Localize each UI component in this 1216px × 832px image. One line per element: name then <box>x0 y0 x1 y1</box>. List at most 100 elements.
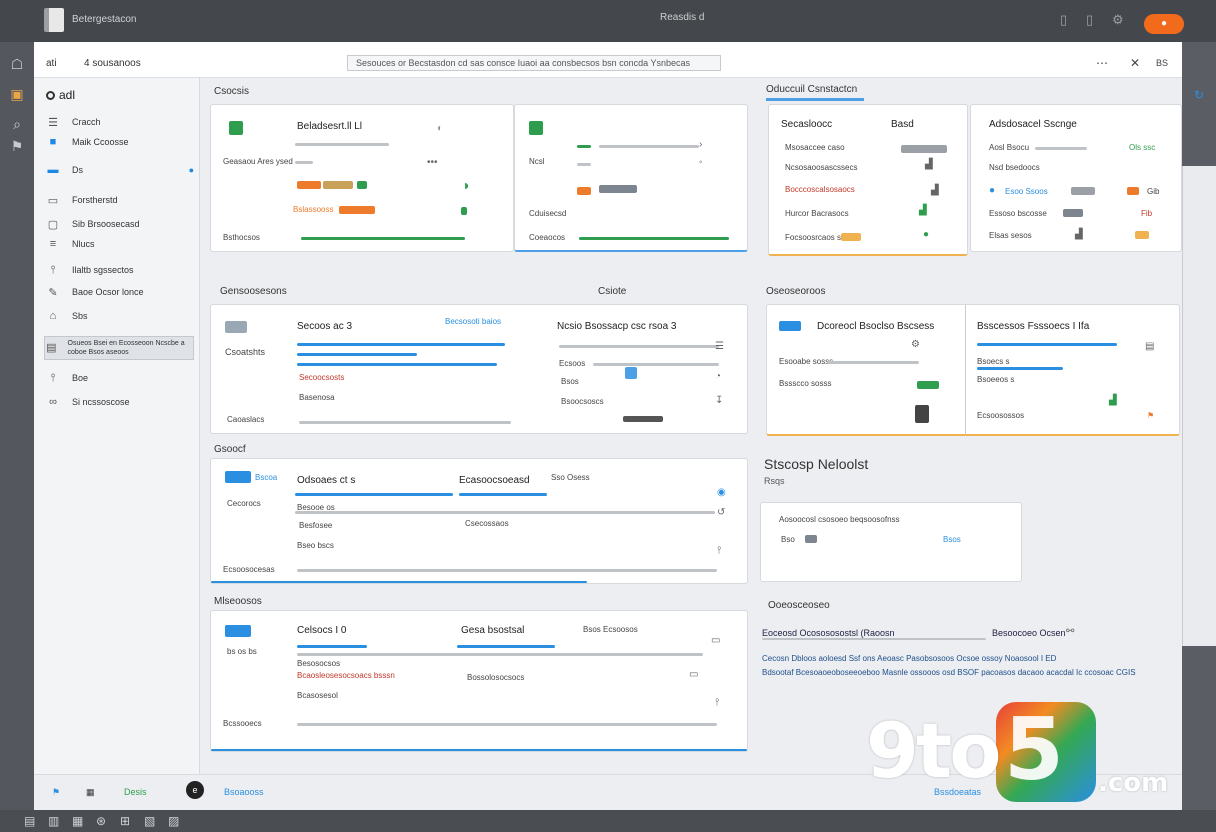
taskbar-icon[interactable]: ▨ <box>168 814 180 828</box>
eye-icon[interactable]: ◉ <box>717 487 726 498</box>
os-titlebar: Betergestacon Reasdis d ▯ ▯ ⚙ ● <box>0 0 1216 42</box>
settings-icon[interactable]: ⚙ <box>1112 12 1124 27</box>
action-button[interactable]: ● <box>1144 14 1184 34</box>
refresh-icon[interactable]: ↺ <box>717 507 726 518</box>
avatar[interactable]: e <box>186 781 204 799</box>
summary-card[interactable]: › Ncsl ◦ Cduisecsd Coeaocos <box>514 104 748 252</box>
card-footer: Bsthocsos <box>223 233 260 242</box>
detail-card[interactable]: Csoatshts Secoos ac 3 Becsosoti baios Se… <box>210 304 748 434</box>
summary-card[interactable]: Beladsesrt.ll Ll ◐ Geasaou Ares ysed •••… <box>210 104 514 252</box>
progress-bar <box>297 723 717 726</box>
footer-item[interactable]: Bsoaooss <box>224 787 264 797</box>
activity-card[interactable]: bs os bs Celsocs I 0 Gesa bsostsal Bsos … <box>210 610 748 752</box>
status-icon <box>529 121 543 135</box>
progress-bar <box>459 493 547 496</box>
sidebar-item[interactable]: ▬ Ds ● <box>44 160 195 180</box>
settings-icon[interactable]: ⚙ <box>911 339 920 350</box>
list-icon[interactable]: ☰ <box>715 341 724 352</box>
taskbar-icon[interactable]: ▦ <box>72 814 84 828</box>
footer-item[interactable]: Desis <box>124 787 147 797</box>
taskbar-icon[interactable]: ▤ <box>24 814 36 828</box>
logo-domain: .com <box>1098 768 1169 798</box>
gray-chip <box>901 145 947 153</box>
info-subheading: Rsqs <box>764 476 785 486</box>
card-link[interactable]: Becsosoti baios <box>445 317 502 326</box>
sync-icon[interactable]: ↻ <box>1194 88 1205 102</box>
sidebar-item[interactable]: ⫯ Ilaltb sgssectos <box>44 260 194 280</box>
card-title-secondary: Gesa bsostsal <box>461 625 525 636</box>
left-label: Csoatshts <box>225 347 266 357</box>
row-label: Bsoocsoscs <box>561 397 604 406</box>
scan-icon[interactable]: ▦ <box>86 787 95 797</box>
taskbar-icon[interactable]: ▥ <box>48 814 60 828</box>
maximize-icon[interactable]: ▯ <box>1086 12 1094 27</box>
sidebar-item[interactable]: ☰ Cracch <box>44 112 194 132</box>
address-bar[interactable]: Sesouces or Becstasdon cd sas consce Iua… <box>347 55 721 71</box>
app-icon[interactable] <box>44 8 64 32</box>
row-label: Secoocsosts <box>299 373 345 382</box>
card-icon[interactable]: ▭ <box>689 669 699 680</box>
detail-card[interactable]: Dcoreocl Bsoclso Bscsess ⚙ Esooabe sosss… <box>766 304 1180 436</box>
minimize-icon[interactable]: ▯ <box>1060 12 1068 27</box>
chart-icon: ▟ <box>931 185 939 196</box>
sidebar-item[interactable]: ⌂ Sbs <box>44 306 194 326</box>
row-label: Hurcor Bacrasocs <box>785 209 849 218</box>
list-icon: ≡ <box>49 238 57 250</box>
folder-icon[interactable]: ▣ <box>10 86 24 102</box>
taskbar-icon[interactable]: ▧ <box>144 814 156 828</box>
info-panel-text: Aosoocosl csosoeo beqsoosofnss <box>779 515 900 524</box>
header-right-label[interactable]: BS <box>1156 58 1169 68</box>
link-icon: ∞ <box>49 396 57 408</box>
layers-icon: ▤ <box>46 341 57 354</box>
sidebar-item[interactable]: ▢ Sib Brsoosecasd <box>44 214 194 234</box>
row-label: Cduisecsd <box>529 209 567 218</box>
sidebar-item[interactable]: ≡ Nlucs <box>44 234 194 254</box>
progress-bar <box>211 581 587 583</box>
connection-card[interactable]: Adsdosacel Sscnge Ols ssc Aosl Bsocu Nsd… <box>970 104 1182 252</box>
sidebar-item-label: Ilaltb sgssectos <box>72 265 134 275</box>
link-icon[interactable]: ⚯ <box>1066 626 1075 637</box>
taskbar-icon[interactable]: ⊞ <box>120 814 131 828</box>
toggle-icon[interactable]: ◐ <box>437 123 444 134</box>
footer-item[interactable]: Bssdoeatas <box>934 787 982 797</box>
row-label: Aosl Bsocu <box>989 143 1030 152</box>
search-icon[interactable]: ⌕ <box>13 116 21 132</box>
activity-card[interactable]: Bscoa Cecorocs Odsoaes ct s Ecasoocsoeas… <box>210 458 748 584</box>
card-subtitle: Bsos Ecsoosos <box>583 625 638 634</box>
sidebar-item[interactable]: ∞ Si ncssoscose <box>44 392 194 412</box>
progress-bar <box>211 749 747 751</box>
home-icon[interactable]: ☖ <box>10 56 24 72</box>
info-panel-value: Bsos <box>943 535 961 544</box>
sidebar-item-active[interactable]: ▤ Osueos Bsei en Ecosseoon Ncscbe a coboe… <box>44 336 194 360</box>
status-icon <box>229 121 243 135</box>
row-label: Bcasosesol <box>297 691 338 700</box>
arrow-icon[interactable]: ↧ <box>715 395 724 406</box>
connection-card[interactable]: Secasloocc Basd Msosaccee caso Ncsosaoos… <box>768 104 968 256</box>
taskbar-icon[interactable]: ⊛ <box>96 814 107 828</box>
info-panel[interactable]: Aosoocosl csosoeo beqsoosofnss Bso Bsos <box>760 502 1022 582</box>
sidebar-item-label: Sbs <box>72 311 88 321</box>
sidebar-item[interactable]: ■ Maik Ccoosse <box>44 132 194 152</box>
os-taskbar: ▤ ▥ ▦ ⊛ ⊞ ▧ ▨ <box>0 810 1216 832</box>
card-title: Dcoreocl Bsoclso Bscsess <box>817 321 935 332</box>
card-footer: Bcssooecs <box>223 719 262 728</box>
dark-chip <box>623 416 663 422</box>
pin-icon[interactable]: ⫯ <box>715 697 720 708</box>
orange-chip <box>297 181 321 189</box>
collapsed-side-panel[interactable] <box>1182 166 1216 646</box>
bookmark-icon[interactable]: ⚑ <box>52 787 61 797</box>
sidebar-item[interactable]: ⫯ Boe <box>44 368 194 388</box>
tag-icon <box>225 321 247 333</box>
close-icon[interactable]: ✕ <box>1130 56 1141 70</box>
chevron-icon[interactable]: › <box>699 139 703 150</box>
sidebar-item[interactable]: ✎ Baoe Ocsor lonce <box>44 282 194 302</box>
flag-icon[interactable]: ⚑ <box>10 138 24 154</box>
pin-icon[interactable]: ⫯ <box>717 545 722 556</box>
progress-bar <box>295 511 715 514</box>
overflow-icon[interactable]: ⋯ <box>1096 56 1108 70</box>
card-title: Adsdosacel Sscnge <box>989 119 1077 130</box>
chat-icon[interactable]: ▭ <box>711 635 721 646</box>
card-title: Secoos ac 3 <box>297 321 353 332</box>
doc-icon[interactable]: ▤ <box>1145 341 1155 352</box>
sidebar-item[interactable]: ▭ Forstherstd <box>44 190 194 210</box>
